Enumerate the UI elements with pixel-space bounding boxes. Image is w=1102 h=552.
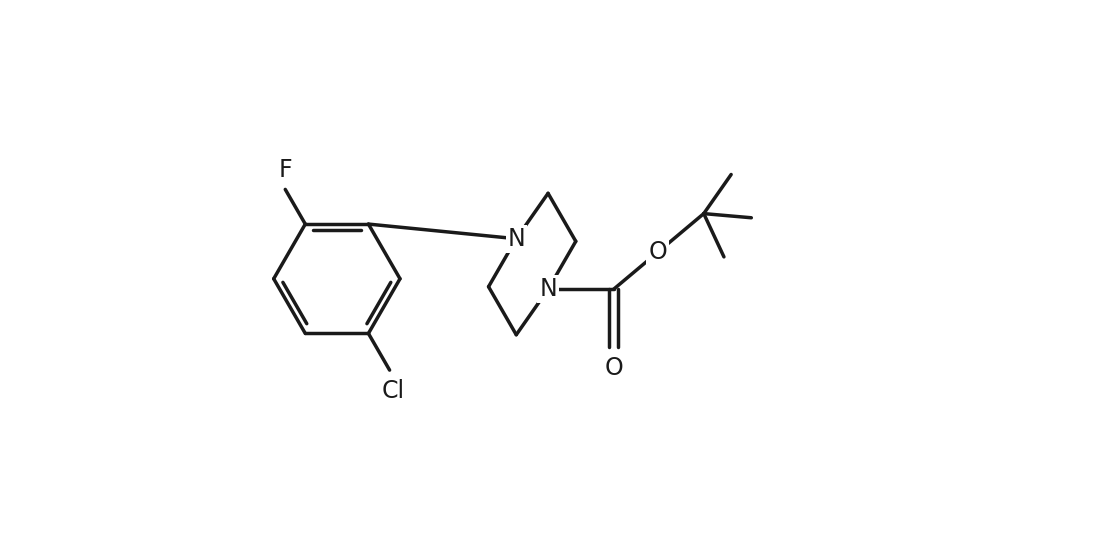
Text: F: F [279, 158, 292, 182]
Text: Cl: Cl [382, 379, 406, 404]
Text: N: N [539, 277, 557, 301]
Text: O: O [604, 357, 623, 380]
Text: N: N [507, 227, 526, 251]
Text: O: O [648, 240, 667, 264]
